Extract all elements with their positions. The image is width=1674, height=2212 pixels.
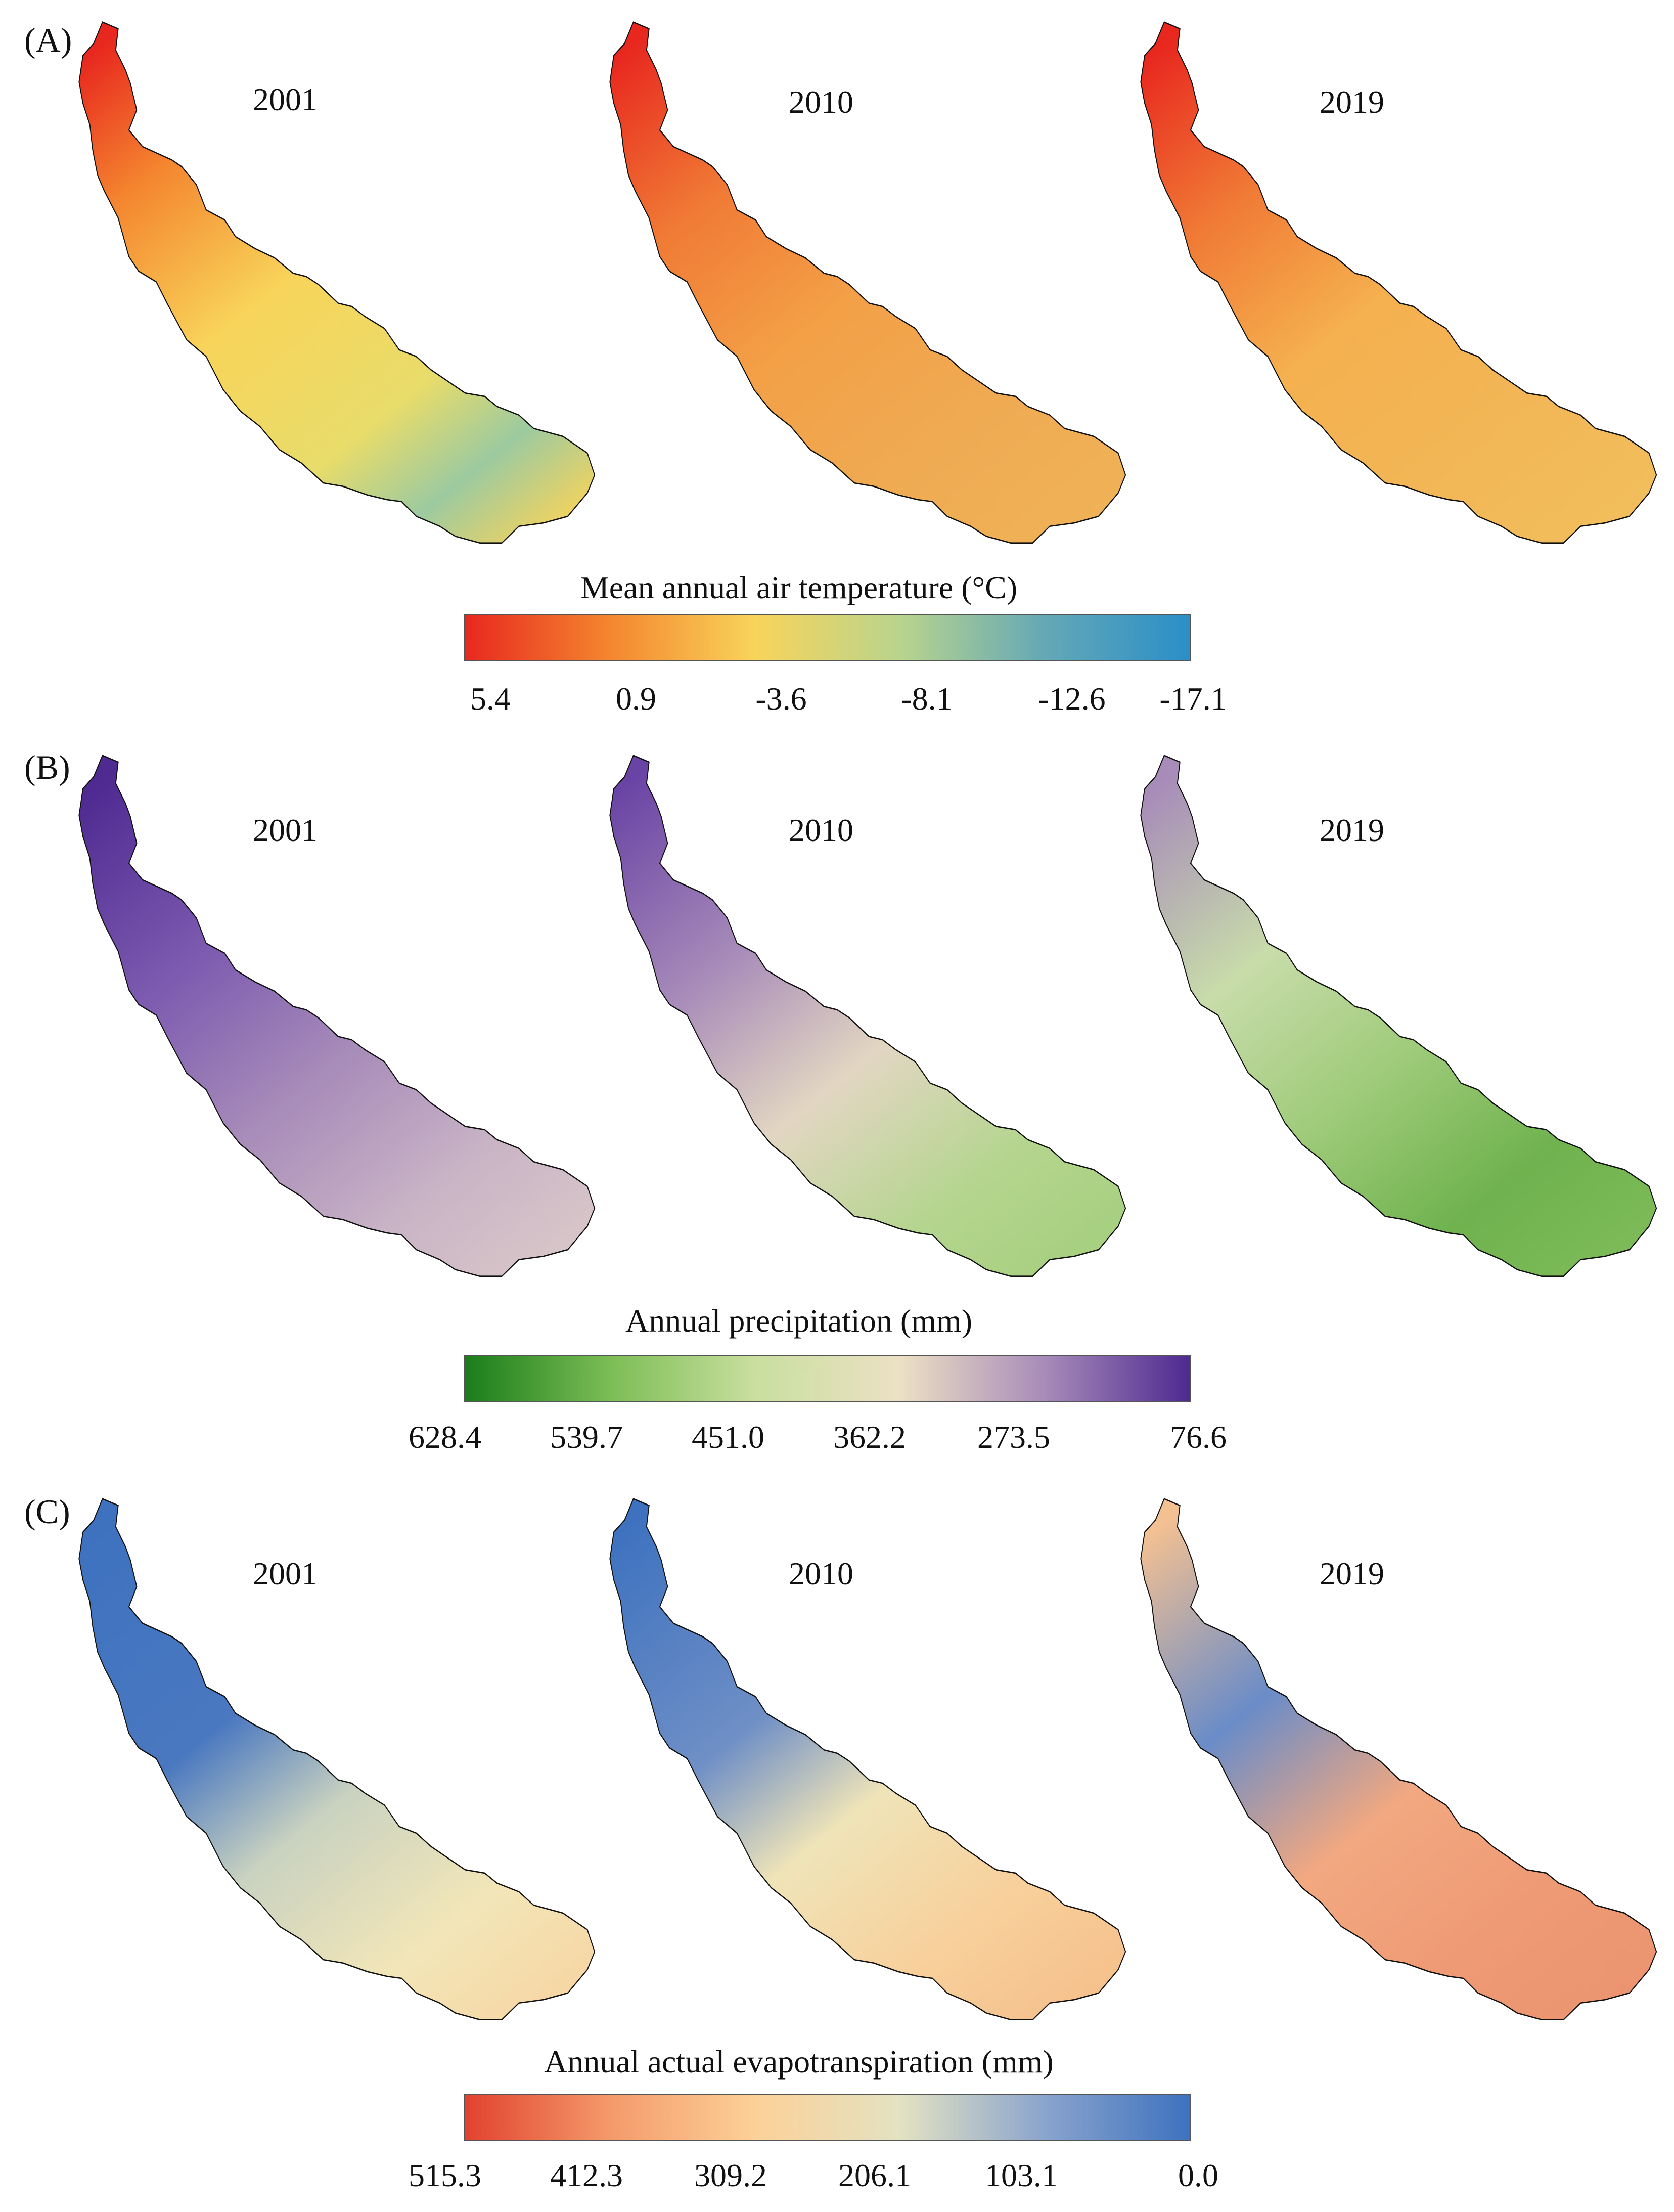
tick-label: 451.0 — [692, 1419, 764, 1455]
year-label-2019: 2019 — [1320, 84, 1384, 120]
tick-label: 76.6 — [1170, 1419, 1227, 1455]
panel-label-c: (C) — [24, 1492, 70, 1531]
legend-title-temperature: Mean annual air temperature (°C) — [580, 569, 1018, 605]
panel-label-b: (B) — [24, 748, 70, 786]
map-precipitation-2001 — [25, 743, 612, 1290]
year-label-2019: 2019 — [1320, 1556, 1384, 1591]
tick-label: 539.7 — [550, 1419, 623, 1455]
tick-label: -3.6 — [755, 681, 807, 717]
colorbar-temperature — [464, 614, 1191, 661]
tick-label: 206.1 — [838, 2157, 911, 2193]
year-label-2010: 2010 — [789, 84, 853, 120]
tick-label: -12.6 — [1038, 681, 1106, 717]
tick-label: 362.2 — [833, 1419, 906, 1455]
tick-label: 103.1 — [985, 2157, 1058, 2193]
year-label-2001: 2001 — [253, 81, 318, 117]
year-label-2001: 2001 — [253, 1556, 318, 1591]
tick-label: 5.4 — [470, 681, 511, 717]
year-label-2001: 2001 — [253, 812, 318, 848]
tick-label: 273.5 — [977, 1419, 1050, 1455]
tick-label: 0.9 — [616, 681, 656, 717]
legend-title-precipitation: Annual precipitation (mm) — [625, 1303, 973, 1339]
tick-label: 515.3 — [409, 2157, 481, 2193]
year-label-2010: 2010 — [789, 812, 853, 848]
tick-label: 309.2 — [694, 2157, 767, 2193]
tick-label: 412.3 — [550, 2157, 623, 2193]
tick-label: -8.1 — [901, 681, 953, 717]
legend-title-evapotranspiration: Annual actual evapotranspiration (mm) — [544, 2044, 1054, 2080]
colorbar-evapotranspiration — [464, 2094, 1191, 2141]
map-temperature-2001 — [25, 10, 612, 556]
map-evapotranspiration-2001 — [25, 1487, 612, 2033]
panel-label-a: (A) — [24, 21, 72, 59]
tick-label: 628.4 — [409, 1419, 481, 1455]
year-label-2010: 2010 — [789, 1556, 853, 1591]
tick-label: -17.1 — [1159, 681, 1227, 717]
colorbar-precipitation — [464, 1355, 1191, 1402]
year-label-2019: 2019 — [1320, 812, 1384, 848]
tick-label: 0.0 — [1178, 2157, 1218, 2193]
